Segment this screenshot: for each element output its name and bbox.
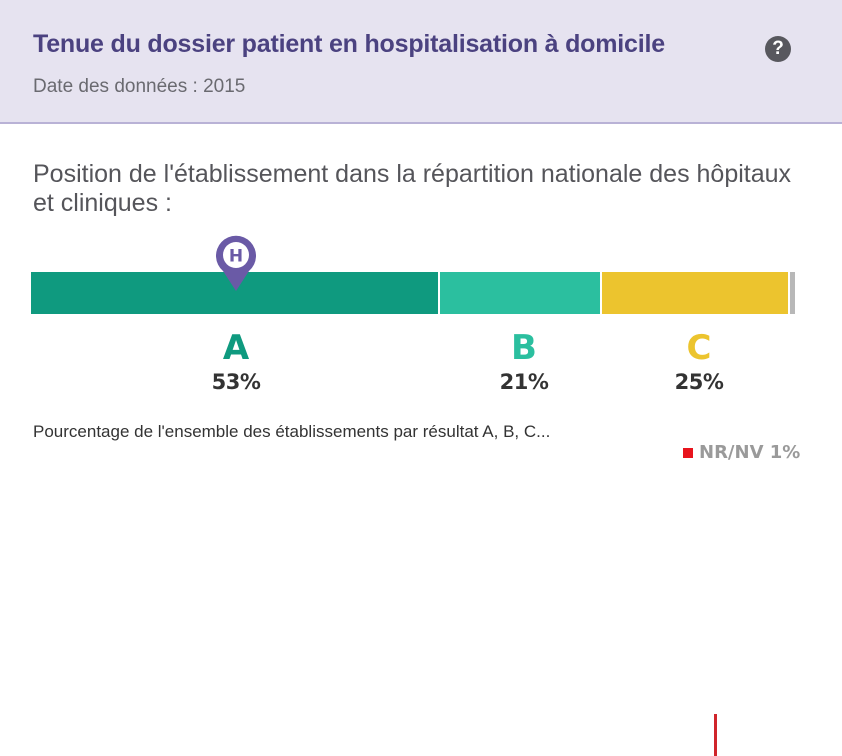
segment-nr [714, 714, 717, 756]
category-letter: B [511, 328, 537, 368]
category-letter: A [222, 328, 250, 368]
page-title: Tenue du dossier patient en hospitalisat… [33, 30, 665, 58]
category-letter: C [686, 328, 712, 368]
category-b: B 21% [484, 328, 564, 394]
nr-square-icon [683, 447, 693, 458]
marker-label: H [229, 247, 243, 267]
category-a: A 53% [196, 328, 276, 394]
segment-remainder [790, 272, 795, 314]
distribution-heading: Position de l'établissement dans la répa… [33, 160, 792, 217]
category-percent: 53% [211, 370, 261, 394]
header-panel: Tenue du dossier patient en hospitalisat… [0, 0, 842, 124]
category-percent: 21% [499, 370, 549, 394]
nr-label: NR/NV 1% [699, 442, 801, 463]
data-date: Date des données : 2015 [33, 76, 246, 97]
hospital-marker-icon: H [214, 233, 258, 293]
segment-c [602, 272, 790, 314]
footnote: Pourcentage de l'ensemble des établissem… [33, 422, 551, 441]
category-percent: 25% [674, 370, 724, 394]
segment-b [440, 272, 602, 314]
distribution-bar [31, 272, 798, 756]
category-c: C 25% [659, 328, 739, 394]
help-icon[interactable]: ? [765, 36, 791, 62]
nr-legend: NR/NV 1% [683, 442, 800, 463]
